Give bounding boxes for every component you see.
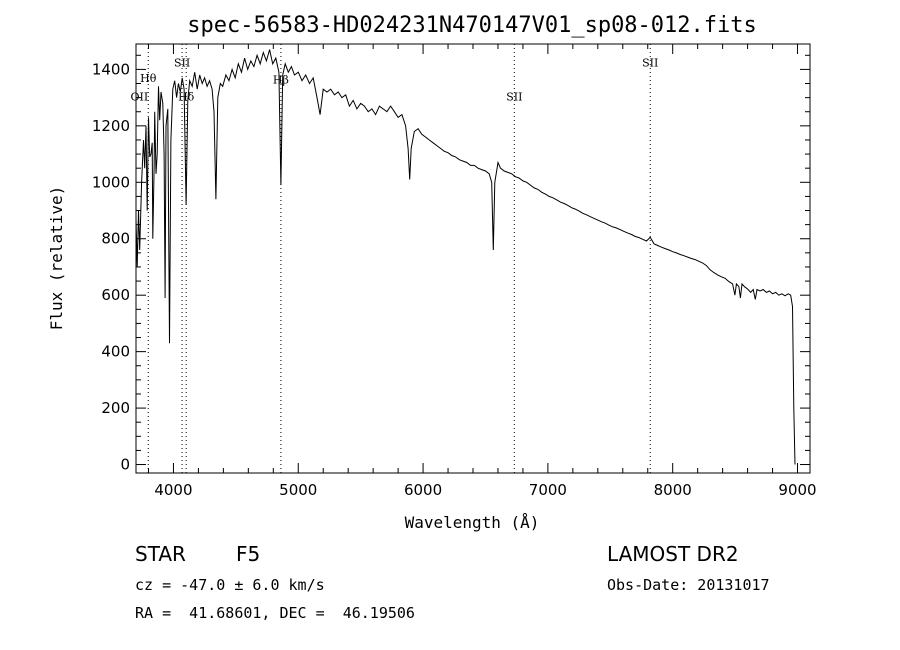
y-tick-label: 400 — [101, 343, 130, 361]
y-tick-label: 200 — [101, 399, 130, 417]
line-markers: OII Hθ SII Hδ Hβ SII SII — [131, 44, 658, 473]
y-tick-label: 1200 — [92, 117, 130, 135]
survey-release: LAMOST DR2 — [607, 542, 739, 566]
line-marker-label: OII — [131, 90, 149, 103]
y-tick-label: 0 — [120, 456, 130, 474]
x-axis-label: Wavelength (Å) — [405, 513, 540, 532]
y-tick-label: 800 — [101, 230, 130, 248]
redshift-line: cz = -47.0 ± 6.0 km/s — [135, 576, 325, 594]
x-tick-label: 4000 — [154, 481, 192, 499]
line-marker-label: Hβ — [273, 74, 289, 87]
chart-title: spec-56583-HD024231N470147V01_sp08-012.f… — [187, 13, 757, 38]
object-class: STAR — [135, 542, 186, 566]
obs-date: Obs-Date: 20131017 — [607, 576, 770, 594]
line-marker-label: SII — [642, 57, 658, 70]
x-tick-label: 7000 — [529, 481, 567, 499]
line-marker-label: SII — [174, 57, 190, 70]
y-tick-label: 1400 — [92, 60, 130, 78]
coordinates-line: RA = 41.68601, DEC = 46.19506 — [135, 604, 415, 622]
y-tick-label: 600 — [101, 286, 130, 304]
spectral-subclass: F5 — [236, 542, 261, 566]
plot-frame — [135, 43, 811, 474]
y-tick-label: 1000 — [92, 173, 130, 191]
line-marker-label: Hθ — [140, 72, 157, 85]
x-tick-label: 9000 — [778, 481, 816, 499]
line-marker-label: Hδ — [178, 90, 195, 103]
x-tick-label: 6000 — [404, 481, 442, 499]
axis-ticks: 4000 5000 6000 7000 8000 9000 0 200 400 600 800 100… — [92, 44, 817, 499]
y-axis-label: Flux (relative) — [47, 186, 66, 331]
spectrum-line — [135, 49, 796, 465]
line-marker-label: SII — [506, 90, 522, 103]
x-tick-label: 5000 — [279, 481, 317, 499]
x-tick-label: 8000 — [654, 481, 692, 499]
series-layer — [135, 49, 796, 465]
